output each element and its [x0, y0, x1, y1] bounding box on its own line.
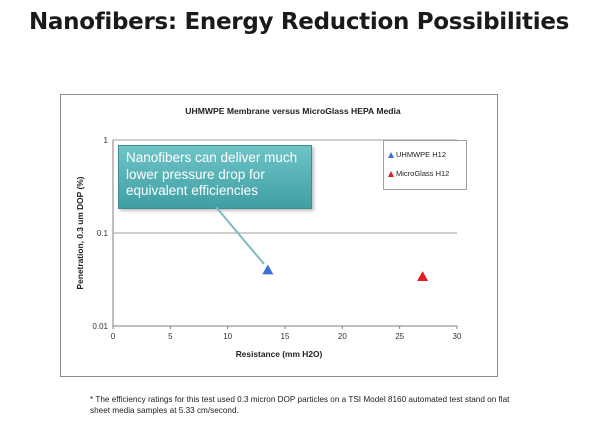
blue-triangle-icon — [388, 152, 394, 158]
chart-frame: UHMWPE Membrane versus MicroGlass HEPA M… — [60, 94, 498, 377]
legend-label-microglass: MicroGlass H12 — [396, 169, 450, 178]
footnote: * The efficiency ratings for this test u… — [90, 395, 510, 415]
x-tick-label-5: 5 — [168, 332, 173, 341]
legend-item-microglass: MicroGlass H12 — [388, 169, 449, 178]
slide-title: Nanofibers: Energy Reduction Possibiliti… — [28, 9, 570, 35]
legend-item-uhmwpe: UHMWPE H12 — [388, 150, 446, 159]
callout-text: Nanofibers can deliver much lower pressu… — [126, 150, 298, 198]
data-point-uhmwpe-h12-0 — [262, 264, 274, 275]
chart-legend: UHMWPE H12 MicroGlass H12 — [383, 140, 467, 190]
y-tick-label-0.1: 0.1 — [97, 229, 109, 238]
x-tick-label-25: 25 — [395, 332, 404, 341]
x-tick-label-10: 10 — [223, 332, 232, 341]
y-tick-label-0.01: 0.01 — [92, 322, 108, 331]
x-axis-label: Resistance (mm H2O) — [236, 349, 323, 359]
legend-label-uhmwpe: UHMWPE H12 — [396, 150, 447, 159]
callout-box: Nanofibers can deliver much lower pressu… — [118, 145, 312, 209]
scatter-chart: UHMWPE Membrane versus MicroGlass HEPA M… — [75, 106, 462, 359]
y-tick-label-1: 1 — [104, 136, 109, 145]
chart-title: UHMWPE Membrane versus MicroGlass HEPA M… — [185, 106, 401, 116]
x-tick-label-20: 20 — [338, 332, 347, 341]
x-tick-label-0: 0 — [111, 332, 116, 341]
x-tick-label-30: 30 — [453, 332, 462, 341]
data-point-microglass-h12-0 — [417, 271, 429, 281]
red-triangle-icon — [388, 171, 394, 177]
x-tick-label-15: 15 — [281, 332, 290, 341]
y-axis-label: Penetration, 0.3 um DOP (%) — [75, 176, 85, 289]
